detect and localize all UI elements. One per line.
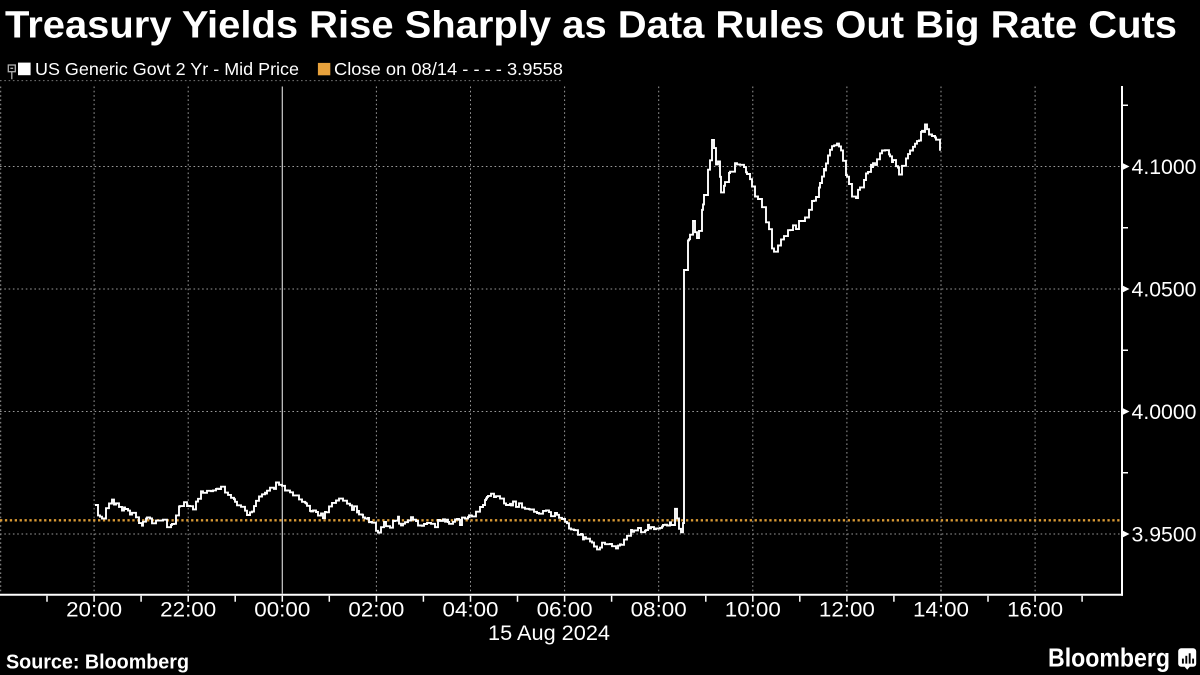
svg-text:15 Aug 2024: 15 Aug 2024	[488, 622, 610, 645]
svg-text:10:00: 10:00	[725, 599, 781, 622]
svg-text:Treasury Yields Rise Sharply a: Treasury Yields Rise Sharply as Data Rul…	[5, 5, 1177, 47]
svg-text:14:00: 14:00	[913, 599, 969, 622]
svg-text:3.9500: 3.9500	[1132, 524, 1197, 547]
svg-text:20:00: 20:00	[66, 599, 122, 622]
svg-text:04:00: 04:00	[443, 599, 499, 622]
svg-text:16:00: 16:00	[1007, 599, 1063, 622]
svg-text:Bloomberg: Bloomberg	[1048, 643, 1170, 673]
svg-text:06:00: 06:00	[537, 599, 593, 622]
svg-text:02:00: 02:00	[348, 599, 404, 622]
svg-text:08:00: 08:00	[631, 599, 687, 622]
svg-text:4.0000: 4.0000	[1132, 401, 1197, 424]
svg-text:22:00: 22:00	[160, 599, 216, 622]
svg-text:4.0500: 4.0500	[1132, 279, 1197, 302]
svg-text:Close on 08/14 - - - - 3.9558: Close on 08/14 - - - - 3.9558	[334, 59, 563, 79]
svg-text:12:00: 12:00	[819, 599, 875, 622]
svg-text:4.1000: 4.1000	[1132, 156, 1197, 179]
svg-text:Source: Bloomberg: Source: Bloomberg	[6, 652, 189, 674]
svg-text:00:00: 00:00	[254, 599, 310, 622]
svg-text:US Generic Govt 2 Yr - Mid Pri: US Generic Govt 2 Yr - Mid Price	[35, 59, 299, 79]
